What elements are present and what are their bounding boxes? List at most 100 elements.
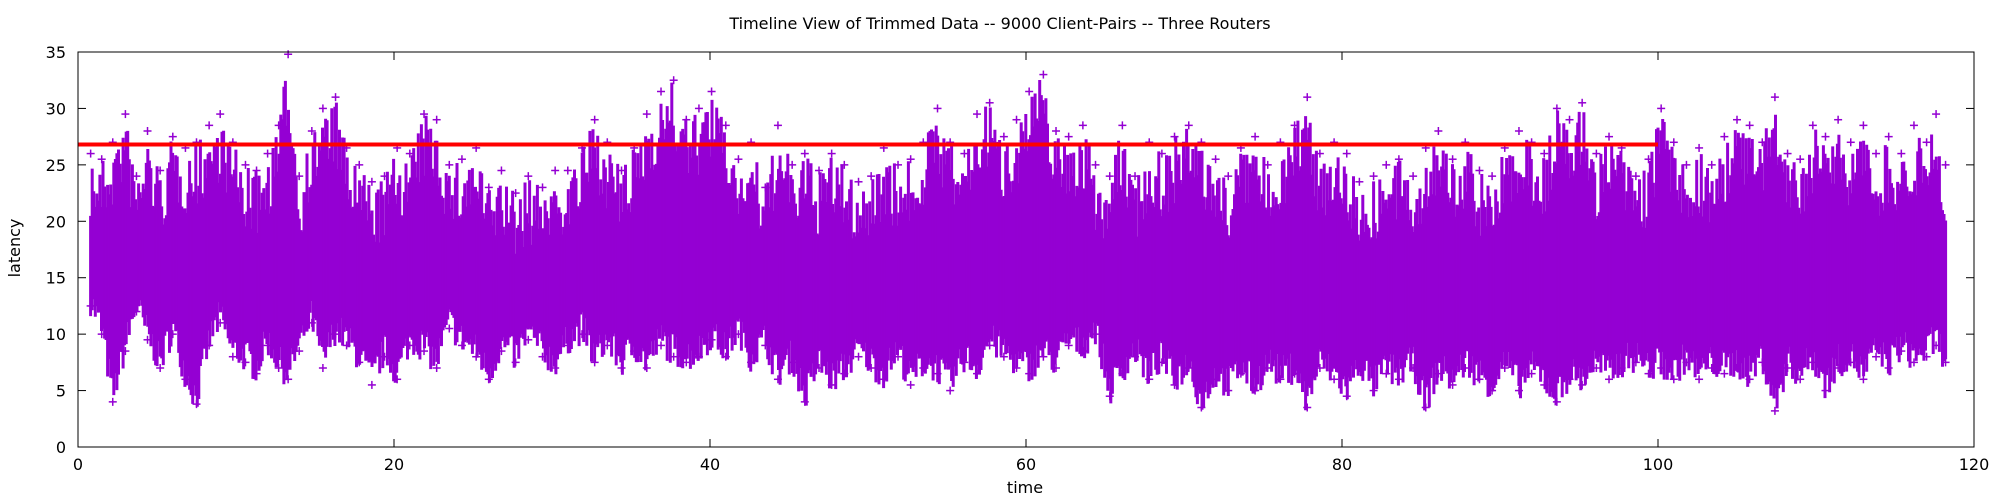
data-point-marker xyxy=(1821,386,1830,395)
data-point-marker xyxy=(815,364,824,372)
data-point-marker xyxy=(617,166,626,175)
data-point-marker xyxy=(420,347,429,356)
data-point-marker xyxy=(367,177,376,186)
data-point-marker xyxy=(457,341,466,350)
data-point-marker xyxy=(1922,352,1931,361)
data-point-marker xyxy=(432,115,441,124)
data-point-marker xyxy=(524,335,533,344)
data-point-marker xyxy=(919,364,928,372)
data-point-marker xyxy=(788,160,797,169)
data-point-marker xyxy=(241,160,250,169)
data-point-marker xyxy=(854,352,863,361)
data-point-marker xyxy=(1758,138,1767,147)
data-point-marker xyxy=(1382,369,1391,378)
data-point-marker xyxy=(295,347,304,356)
data-point-marker xyxy=(1682,358,1691,367)
data-point-marker xyxy=(1409,364,1418,372)
data-point-marker xyxy=(108,397,117,406)
data-point-marker xyxy=(1808,121,1817,130)
data-point-marker xyxy=(1303,403,1312,412)
data-point-marker xyxy=(1733,115,1741,124)
data-point-marker xyxy=(1251,132,1260,141)
data-point-marker xyxy=(432,364,441,372)
data-point-marker xyxy=(1617,364,1626,372)
data-point-marker xyxy=(1421,403,1430,412)
data-point-marker xyxy=(590,358,599,367)
data-point-marker xyxy=(1783,149,1792,158)
data-point-marker xyxy=(1770,93,1779,102)
chart-title: Timeline View of Trimmed Data -- 9000 Cl… xyxy=(728,14,1270,33)
data-point-marker xyxy=(1236,369,1245,378)
data-point-marker xyxy=(1872,352,1881,361)
data-point-marker xyxy=(827,149,836,158)
data-point-marker xyxy=(1514,386,1523,395)
data-point-marker xyxy=(1745,121,1754,130)
data-point-marker xyxy=(1118,369,1127,378)
data-point-marker xyxy=(331,93,340,102)
data-point-marker xyxy=(827,380,836,389)
data-point-marker xyxy=(1409,172,1418,181)
y-tick-label: 30 xyxy=(46,99,66,118)
data-point-marker xyxy=(1720,132,1729,141)
data-point-marker xyxy=(1290,121,1299,130)
data-point-marker xyxy=(894,352,903,361)
data-point-marker xyxy=(1224,172,1233,181)
data-point-marker xyxy=(307,318,316,327)
data-point-marker xyxy=(121,347,130,356)
x-tick-label: 100 xyxy=(1643,455,1674,474)
data-point-marker xyxy=(682,115,691,124)
data-point-marker xyxy=(800,397,809,406)
data-point-marker xyxy=(1105,392,1114,401)
data-point-marker xyxy=(1932,110,1941,119)
data-point-marker xyxy=(511,189,520,198)
data-point-marker xyxy=(590,115,599,124)
data-point-marker xyxy=(999,352,1008,361)
data-point-marker xyxy=(1303,93,1312,102)
y-tick-label: 35 xyxy=(46,43,66,62)
data-point-marker xyxy=(630,347,639,356)
data-point-marker xyxy=(973,369,982,378)
data-point-marker xyxy=(682,358,691,367)
data-point-marker xyxy=(1565,115,1574,124)
data-point-marker xyxy=(906,380,915,389)
data-point-marker xyxy=(840,160,849,169)
data-point-marker xyxy=(1315,149,1324,158)
data-point-marker xyxy=(538,183,547,192)
data-point-marker xyxy=(1605,132,1614,141)
data-point-marker xyxy=(132,172,141,181)
data-point-marker xyxy=(1355,177,1364,186)
data-point-marker xyxy=(1184,121,1193,130)
data-point-marker xyxy=(1251,386,1260,395)
data-point-marker xyxy=(1552,397,1561,406)
data-point-marker xyxy=(472,352,481,361)
data-point-marker xyxy=(1025,369,1034,378)
x-tick-label: 120 xyxy=(1959,455,1990,474)
data-point-marker xyxy=(1695,143,1704,152)
data-point-marker xyxy=(657,341,666,350)
data-point-marker xyxy=(1276,375,1285,384)
data-point-marker xyxy=(867,172,876,181)
data-point-marker xyxy=(1897,149,1906,158)
data-point-marker xyxy=(380,172,389,181)
data-point-marker xyxy=(1461,364,1470,372)
data-point-marker xyxy=(1039,70,1048,79)
data-point-marker xyxy=(318,364,327,372)
data-point-marker xyxy=(815,166,824,175)
data-point-marker xyxy=(1039,352,1048,361)
data-point-marker xyxy=(1012,115,1021,124)
data-point-marker xyxy=(1669,138,1678,147)
scatter-points-layer xyxy=(86,50,1950,415)
data-point-marker xyxy=(1631,358,1640,367)
data-point-marker xyxy=(761,183,770,192)
data-point-marker xyxy=(617,364,626,372)
data-point-marker xyxy=(1720,369,1729,378)
data-point-marker xyxy=(1211,155,1220,164)
data-point-marker xyxy=(1796,155,1805,164)
data-point-marker xyxy=(1157,149,1166,158)
data-point-marker xyxy=(205,121,214,130)
data-point-marker xyxy=(1434,127,1443,135)
data-point-marker xyxy=(1872,149,1881,158)
data-point-marker xyxy=(1488,386,1497,395)
data-point-marker xyxy=(1091,160,1100,169)
